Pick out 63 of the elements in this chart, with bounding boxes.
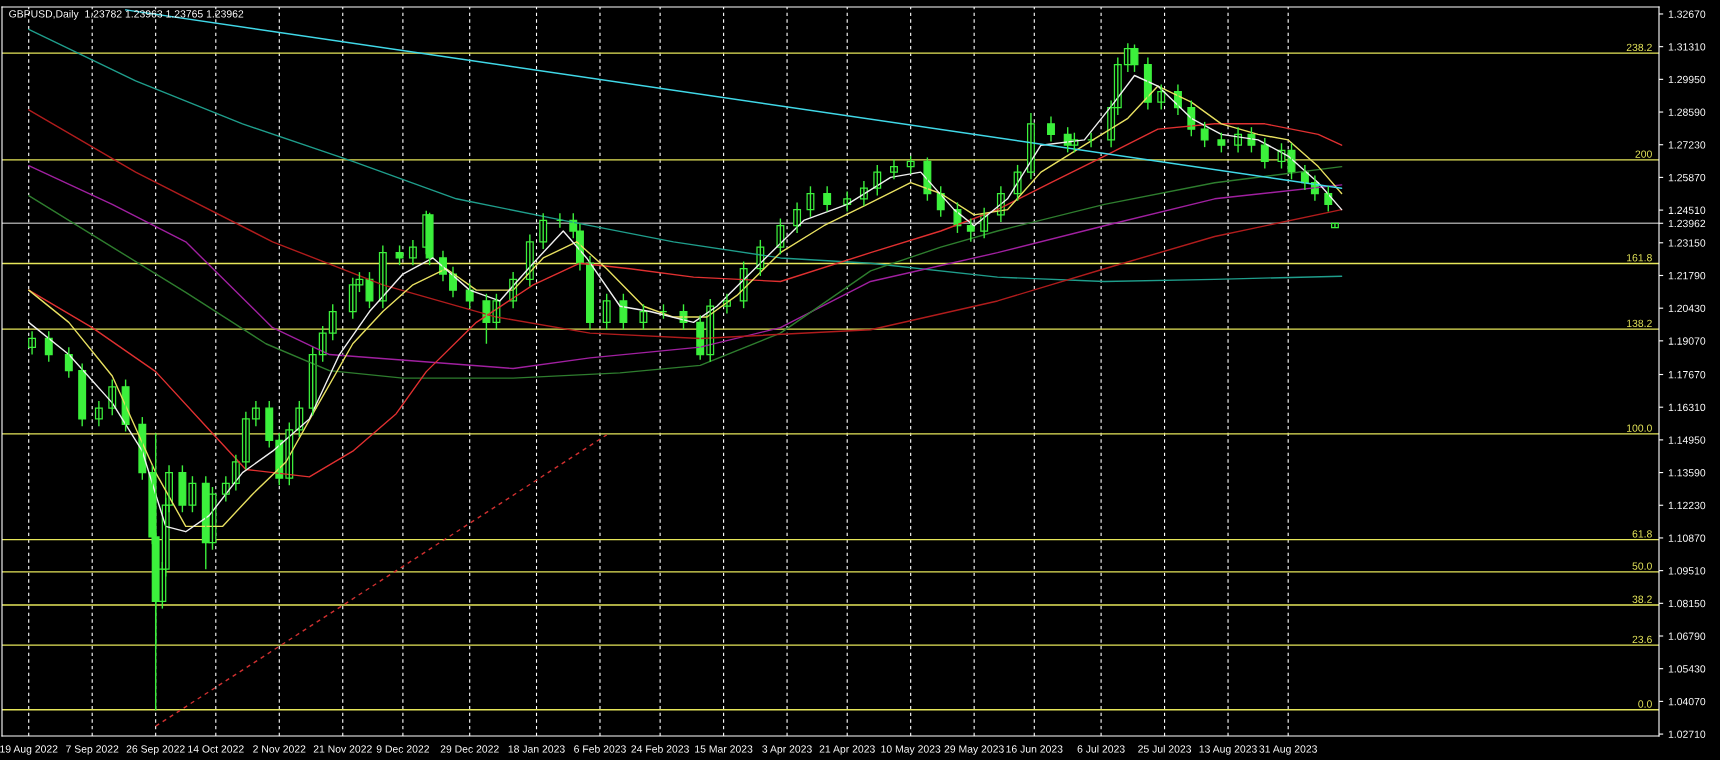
x-tick-label: 6 Feb 2023 (574, 745, 626, 753)
y-tick-label: 1.20430 (1668, 304, 1706, 313)
x-tick-label: 9 Dec 2022 (376, 745, 430, 753)
annotation: 38.2 (1632, 595, 1652, 603)
y-tick-label: 1.08150 (1668, 599, 1706, 608)
y-tick-label: 1.31310 (1668, 43, 1706, 51)
y-tick-label: 1.27230 (1668, 141, 1706, 149)
annotation: 61.8 (1632, 530, 1652, 538)
x-tick-label: 25 Jul 2023 (1138, 745, 1192, 753)
x-tick-label: 7 Sep 2022 (66, 745, 119, 755)
x-tick-label: 13 Aug 2023 (1199, 745, 1257, 755)
x-tick-label: 26 Sep 2022 (126, 745, 185, 755)
x-tick-label: 29 May 2023 (944, 745, 1004, 755)
x-tick-label: 18 Jan 2023 (508, 745, 565, 753)
y-tick-label: 1.12230 (1668, 501, 1706, 510)
y-tick-label: 1.25870 (1668, 173, 1706, 182)
y-tick-label: 1.13590 (1668, 469, 1706, 477)
x-tick-label: 16 Jun 2023 (1006, 745, 1063, 753)
y-tick-label: 1.32670 (1668, 10, 1706, 18)
y-tick-label: 1.16310 (1668, 403, 1706, 412)
x-tick-label: 24 Feb 2023 (631, 745, 689, 753)
y-tick-label: 1.06790 (1668, 632, 1706, 640)
x-tick-label: 31 Aug 2023 (1259, 745, 1317, 755)
y-tick-label: 1.23962 (1668, 219, 1706, 228)
annotation: 238.2 (1626, 43, 1652, 52)
annotation: 0.0 (1638, 700, 1652, 708)
y-tick-label: 1.04070 (1668, 697, 1706, 706)
x-tick-label: 6 Jul 2023 (1077, 745, 1125, 753)
line-series (28, 28, 1343, 283)
y-tick-label: 1.19070 (1668, 337, 1706, 345)
x-tick-label: 2 Nov 2022 (253, 745, 306, 753)
candlestick (1200, 121, 1209, 148)
candlestick (1330, 222, 1339, 229)
y-tick-label: 1.29950 (1668, 75, 1706, 84)
candlestick (602, 293, 611, 331)
x-tick-label: 21 Apr 2023 (819, 745, 875, 755)
annotation: 138.2 (1627, 319, 1652, 328)
x-tick-label: 21 Nov 2022 (313, 745, 372, 753)
line-series (28, 109, 1343, 340)
x-tick-label: 14 Oct 2022 (188, 745, 244, 753)
y-tick-label: 1.05430 (1668, 665, 1706, 673)
annotation: 161.8 (1627, 254, 1652, 262)
line-series (28, 123, 1343, 478)
x-tick-label: 15 Mar 2023 (695, 745, 753, 753)
x-tick-label: 3 Apr 2023 (762, 745, 812, 755)
y-tick-label: 1.09510 (1668, 567, 1706, 575)
y-tick-label: 1.28590 (1668, 108, 1706, 116)
x-tick-label: 19 Aug 2022 (0, 745, 58, 755)
y-tick-label: 1.21790 (1668, 271, 1706, 280)
y-tick-label: 1.24510 (1668, 206, 1706, 214)
annotation: 100.0 (1627, 424, 1652, 432)
annotation: 23.6 (1632, 635, 1652, 644)
y-tick-label: 1.17670 (1668, 371, 1706, 379)
y-tick-label: 1.14950 (1668, 436, 1706, 444)
y-tick-label: 1.23150 (1668, 239, 1706, 247)
y-tick-label: 1.10870 (1668, 534, 1706, 542)
x-tick-label: 10 May 2023 (881, 745, 941, 755)
candlestick (395, 244, 404, 266)
annotation: 50.0 (1632, 562, 1652, 570)
candlestick (1217, 132, 1226, 154)
y-tick-label: 1.02710 (1668, 730, 1706, 738)
annotation: 200 (1635, 150, 1652, 158)
x-tick-label: 29 Dec 2022 (440, 745, 499, 753)
